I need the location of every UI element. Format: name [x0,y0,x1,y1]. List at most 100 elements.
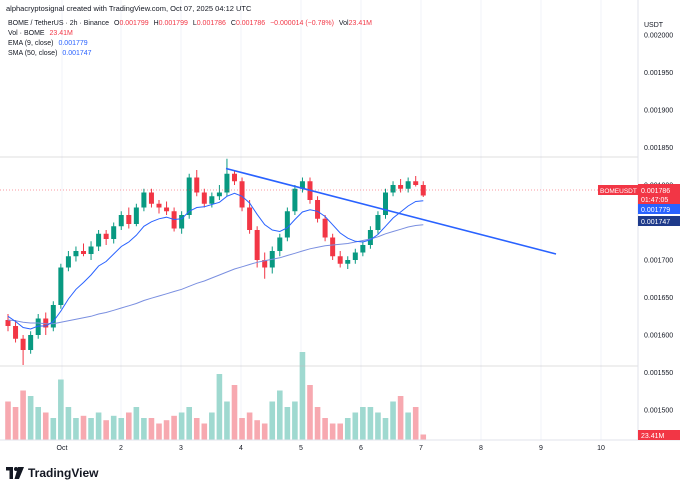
tradingview-footer[interactable]: TradingView [6,466,98,480]
legend-volume-row[interactable]: Vol · BOME 23.41M [8,29,372,39]
volume-bar [352,412,359,440]
time-tick-label: 8 [479,445,483,452]
candle-body [35,318,41,335]
time-tick-label: 6 [359,445,363,452]
candle-body [390,185,396,193]
symbol-badge-label: BOMEUSDT [600,188,637,195]
candle-body [43,318,49,328]
sma-badge-value: 0.001747 [641,219,670,226]
volume-bar [5,401,11,440]
legend-ema-label: EMA (9, close) [8,40,54,47]
legend-ema-value: 0.001779 [58,40,88,47]
volume-bar [186,407,192,440]
candle-body [277,237,283,251]
time-tick-label: 7 [419,445,423,452]
volume-badge-value: 23.41M [641,433,665,440]
candle-body [239,181,245,208]
volume-bar [375,412,381,440]
volume-bar [239,418,245,440]
currency-label[interactable]: USDT [644,22,664,29]
candle-body [81,251,86,254]
candles [5,158,426,365]
volume-bar [261,423,268,440]
legend-change: −0.000014 (−0.78%) [270,20,334,27]
candle-body [164,207,170,212]
ema-badge-value: 0.001779 [641,207,670,214]
volume-bar [148,418,155,440]
candle-body [88,246,94,254]
volume-bar [27,396,34,440]
time-tick-label: Oct [57,445,68,452]
volume-bar [277,390,283,440]
candle-body [126,215,132,224]
legend-symbol[interactable]: BOME / TetherUS · 2h · Binance [8,20,110,27]
volume-bar [73,418,79,440]
volume-bar [284,407,291,440]
candle-body [322,218,328,238]
volume-bar [141,418,147,440]
legend-sma-row[interactable]: SMA (50, close) 0.001747 [8,49,372,59]
legend-symbol-row: BOME / TetherUS · 2h · Binance O0.001799… [8,19,372,29]
candle-body [13,326,19,339]
legend-low: 0.001786 [196,20,226,27]
price-badge-value: 0.001786 [641,188,670,195]
volume-bar [103,420,109,440]
candle-body [352,252,358,260]
tradingview-logo-icon [6,467,24,479]
volume-bar [163,420,170,440]
legend-close: 0.001786 [235,20,266,27]
price-tick-label: 0.001600 [644,333,673,340]
candle-body [375,215,381,230]
candle-body [413,181,419,185]
volume-bar [382,418,389,440]
volume-bar [360,407,366,440]
trendline[interactable] [225,167,557,255]
volume-bar [224,401,230,440]
tradingview-brand: TradingView [28,466,99,480]
candle-body [73,251,79,257]
sma-badge: 0.001747 [638,216,680,226]
legend-volume-label: Vol · BOME [8,30,45,37]
chart-legend: BOME / TetherUS · 2h · Binance O0.001799… [8,19,372,59]
candle-body [103,233,109,239]
volume-bar [50,418,57,440]
candle-body [201,192,207,204]
legend-close-label: C [230,20,236,27]
price-tick-label: 0.001850 [644,145,673,152]
candle-body [65,256,71,268]
volume-bar [171,415,177,440]
candle-body [20,338,26,350]
volume-bar [299,352,306,440]
candle-body [360,245,366,253]
candle-body [179,215,185,229]
legend-high-label: H [153,20,159,27]
legend-vol: 23.41M [348,20,372,27]
legend-volume-value: 23.41M [49,30,73,37]
price-tick-label: 0.001900 [644,108,673,115]
candle-body [133,207,139,224]
candle-body [292,188,298,212]
legend-sma-value: 0.001747 [62,50,92,57]
time-tick-label: 2 [119,445,123,452]
volume-bar [118,418,125,440]
volume-bar [397,396,404,440]
price-tick-label: 0.001650 [644,295,673,302]
price-tick-label: 0.002000 [644,33,673,40]
volume-bar [246,412,253,440]
ema-badge: 0.001779 [638,204,680,214]
volume-bar [126,412,132,440]
candle-body [96,233,102,247]
volume-bar [156,423,162,440]
countdown-value: 01:47:05 [641,197,668,204]
legend-ema-row[interactable]: EMA (9, close) 0.001779 [8,39,372,49]
volume-bar [405,412,411,440]
volume-bar [344,418,351,440]
time-axis[interactable]: Oct 2 3 4 5 6 7 8 9 10 [57,445,605,452]
candle-body [5,320,11,326]
volume-bar [390,401,396,440]
legend-open-label: O [113,20,120,27]
volume-bar [178,412,185,440]
legend-open: 0.001799 [119,20,149,27]
time-tick-label: 9 [539,445,543,452]
